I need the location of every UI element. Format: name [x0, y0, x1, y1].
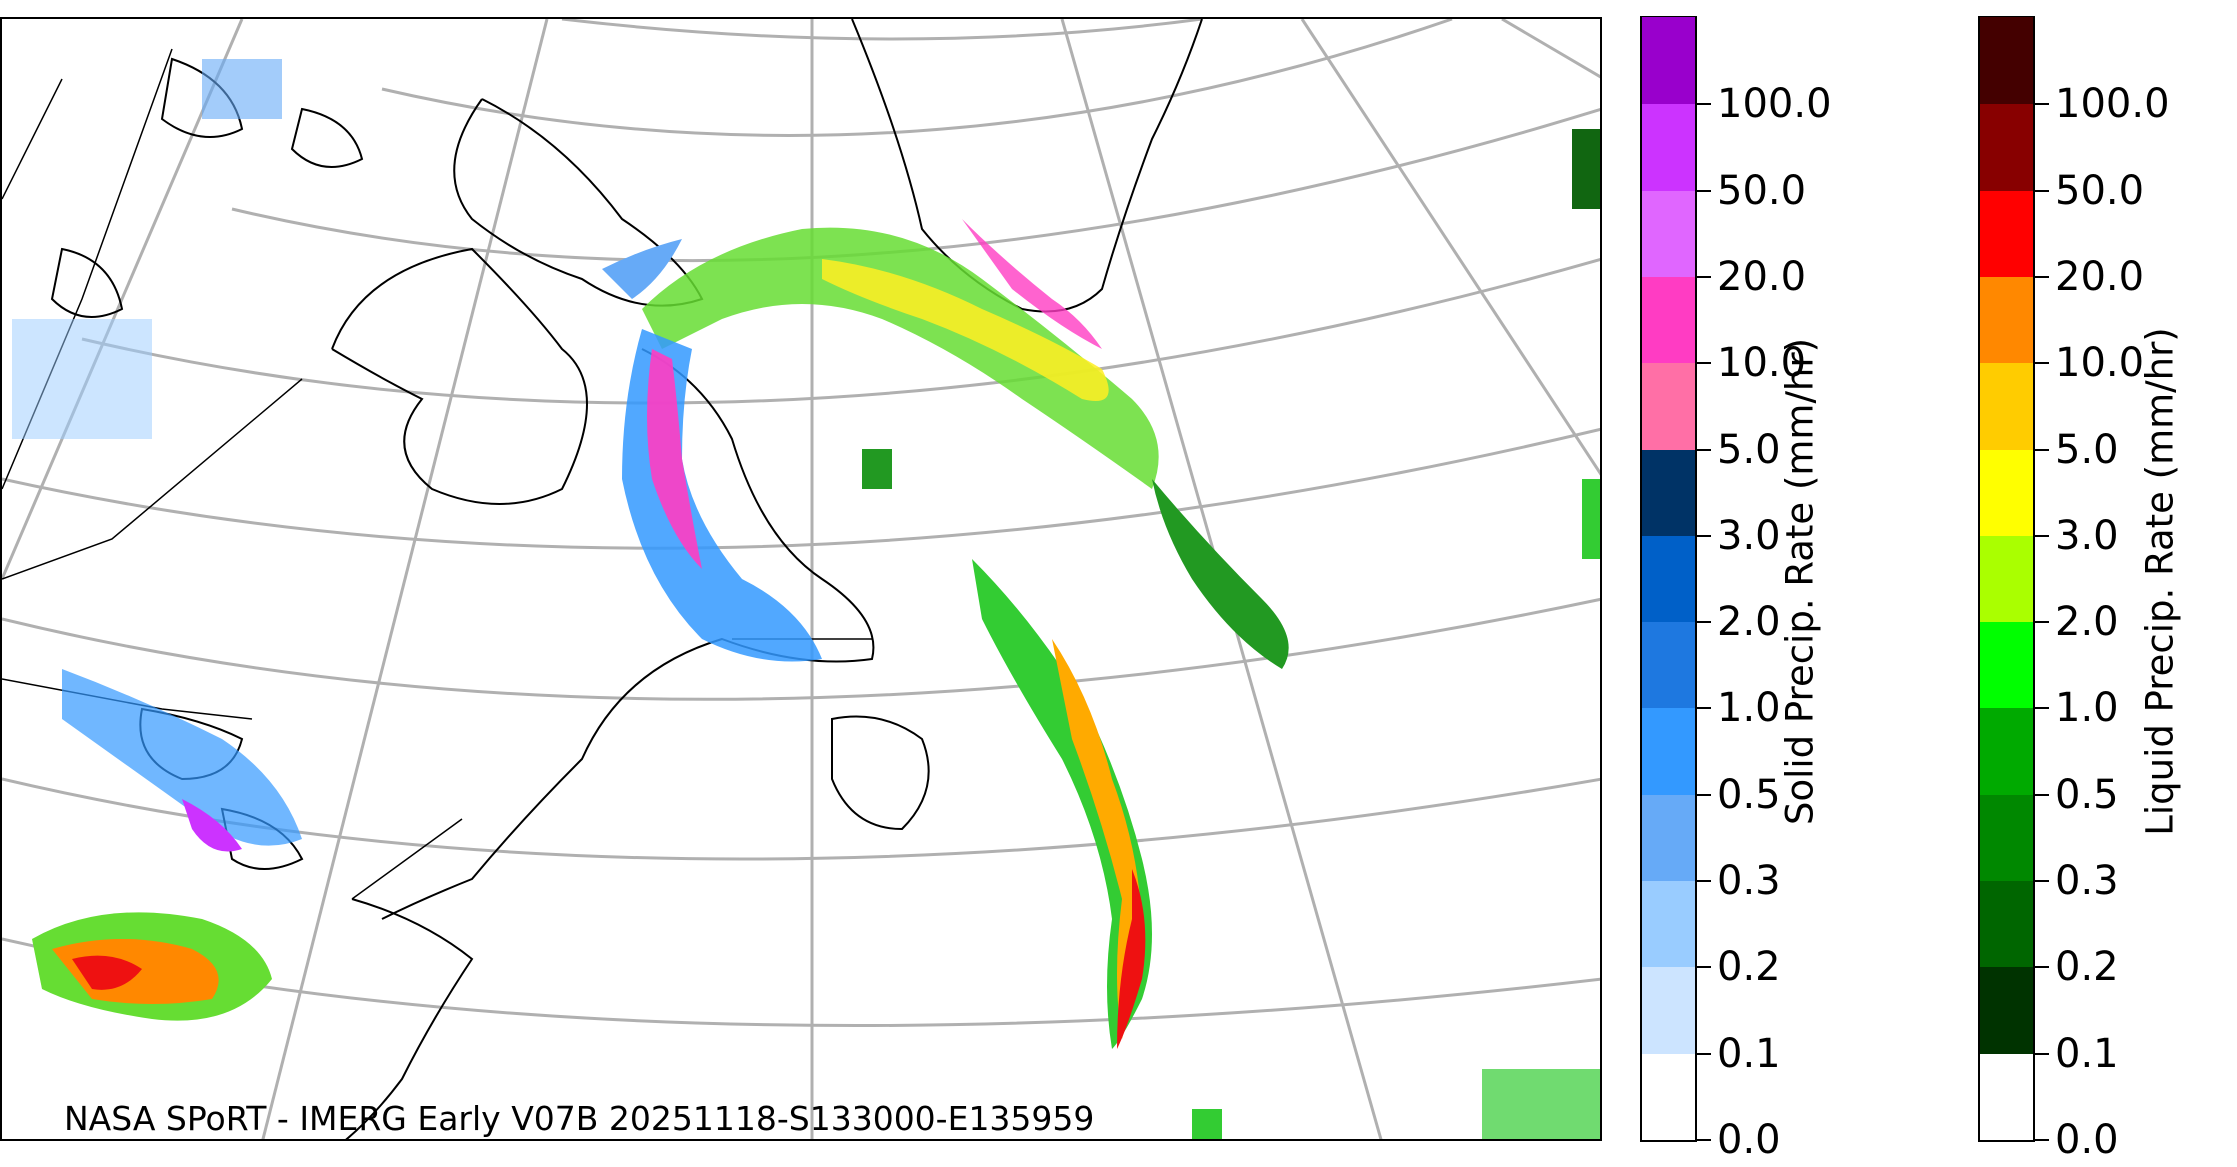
colorbar-tick-mark — [2035, 534, 2049, 537]
liquid-colorbar-segment — [1980, 448, 2033, 536]
colorbar-tick-label: 3.0 — [2055, 512, 2119, 559]
colorbar-tick-label: 0.2 — [1717, 944, 1781, 991]
colorbar-tick-label: 0.0 — [2055, 1117, 2119, 1163]
liquid-colorbar-segment — [1980, 880, 2033, 968]
colorbar-tick-mark — [2035, 966, 2049, 969]
colorbar-tick-mark — [1697, 966, 1711, 969]
solid-colorbar-segment — [1642, 621, 1695, 709]
solid-colorbar-segment — [1642, 17, 1695, 105]
colorbar-tick-mark — [1697, 534, 1711, 537]
colorbar-tick-mark — [2035, 103, 2049, 106]
liquid-colorbar-segment — [1980, 276, 2033, 364]
liquid-colorbar-segment — [1980, 362, 2033, 450]
colorbar-tick-label: 0.3 — [2055, 858, 2119, 905]
colorbar-tick-label: 0.0 — [1717, 1117, 1781, 1163]
colorbar-tick-label: 10.0 — [2055, 340, 2145, 387]
colorbar-tick-mark — [1697, 621, 1711, 624]
colorbar-tick-mark — [2035, 275, 2049, 278]
solid-precipitation-field — [12, 59, 1102, 852]
colorbar-tick-label: 3.0 — [1717, 512, 1781, 559]
colorbar-tick-label: 2.0 — [2055, 599, 2119, 646]
liquid-precipitation-field — [32, 129, 1600, 1139]
solid-colorbar-segment — [1642, 448, 1695, 536]
colorbar-tick-mark — [1697, 880, 1711, 883]
colorbar-tick-label: 5.0 — [1717, 426, 1781, 473]
colorbar-tick-mark — [1697, 103, 1711, 106]
liquid-colorbar-segment — [1980, 189, 2033, 277]
map-canvas — [2, 19, 1600, 1139]
liquid-colorbar-segment — [1980, 966, 2033, 1054]
political-borders — [2, 48, 872, 900]
liquid-colorbar-segment — [1980, 707, 2033, 795]
colorbar-tick-mark — [2035, 189, 2049, 192]
colorbar-tick-mark — [1697, 1052, 1711, 1055]
colorbar-tick-label: 20.0 — [2055, 253, 2145, 300]
colorbar-tick-label: 0.5 — [2055, 771, 2119, 818]
colorbar-tick-label: 50.0 — [2055, 167, 2145, 214]
colorbar-tick-mark — [2035, 1052, 2049, 1055]
liquid-colorbar-segment — [1980, 1053, 2033, 1140]
colorbar-tick-mark — [2035, 362, 2049, 365]
colorbar-tick-mark — [1697, 275, 1711, 278]
liquid-precip-colorbar-title: Liquid Precip. Rate (mm/hr) — [2138, 327, 2182, 836]
data-credit-label: NASA SPoRT - IMERG Early V07B 20251118-S… — [64, 1099, 1095, 1138]
colorbar-tick-mark — [1697, 707, 1711, 710]
colorbar-tick-mark — [2035, 793, 2049, 796]
colorbar-tick-mark — [1697, 793, 1711, 796]
solid-colorbar-segment — [1642, 103, 1695, 191]
colorbar-tick-label: 10.0 — [1717, 340, 1807, 387]
liquid-colorbar-segment — [1980, 17, 2033, 105]
colorbar-tick-mark — [1697, 362, 1711, 365]
colorbar-tick-mark — [2035, 880, 2049, 883]
colorbar-tick-label: 0.1 — [1717, 1030, 1781, 1077]
colorbar-tick-label: 0.3 — [1717, 858, 1781, 905]
colorbar-tick-label: 1.0 — [1717, 685, 1781, 732]
solid-colorbar-segment — [1642, 1053, 1695, 1140]
colorbar-tick-mark — [2035, 621, 2049, 624]
graticule — [2, 19, 1600, 1139]
solid-colorbar-segment — [1642, 966, 1695, 1054]
solid-colorbar-segment — [1642, 535, 1695, 623]
colorbar-tick-mark — [2035, 448, 2049, 451]
precipitation-map[interactable]: NASA SPoRT - IMERG Early V07B 20251118-S… — [0, 17, 1602, 1141]
colorbar-tick-mark — [1697, 1139, 1711, 1141]
solid-precip-colorbar — [1640, 16, 1697, 1142]
solid-colorbar-segment — [1642, 276, 1695, 364]
colorbar-tick-label: 1.0 — [2055, 685, 2119, 732]
solid-precip-colorbar-title: Solid Precip. Rate (mm/hr) — [1778, 337, 1822, 826]
colorbar-tick-label: 100.0 — [1717, 81, 1832, 128]
colorbar-tick-label: 100.0 — [2055, 81, 2170, 128]
liquid-colorbar-segment — [1980, 103, 2033, 191]
solid-colorbar-segment — [1642, 362, 1695, 450]
colorbar-tick-label: 0.5 — [1717, 771, 1781, 818]
liquid-colorbar-segment — [1980, 794, 2033, 882]
liquid-colorbar-segment — [1980, 535, 2033, 623]
solid-colorbar-segment — [1642, 880, 1695, 968]
colorbar-tick-mark — [2035, 1139, 2049, 1141]
colorbar-tick-mark — [1697, 189, 1711, 192]
colorbar-tick-label: 5.0 — [2055, 426, 2119, 473]
liquid-colorbar-segment — [1980, 621, 2033, 709]
colorbar-tick-label: 0.1 — [2055, 1030, 2119, 1077]
liquid-precip-colorbar — [1978, 16, 2035, 1142]
colorbar-tick-mark — [1697, 448, 1711, 451]
colorbar-tick-label: 20.0 — [1717, 253, 1807, 300]
solid-colorbar-segment — [1642, 794, 1695, 882]
solid-colorbar-segment — [1642, 707, 1695, 795]
solid-colorbar-segment — [1642, 189, 1695, 277]
colorbar-tick-label: 0.2 — [2055, 944, 2119, 991]
colorbar-tick-mark — [2035, 707, 2049, 710]
colorbar-tick-label: 2.0 — [1717, 599, 1781, 646]
colorbar-tick-label: 50.0 — [1717, 167, 1807, 214]
